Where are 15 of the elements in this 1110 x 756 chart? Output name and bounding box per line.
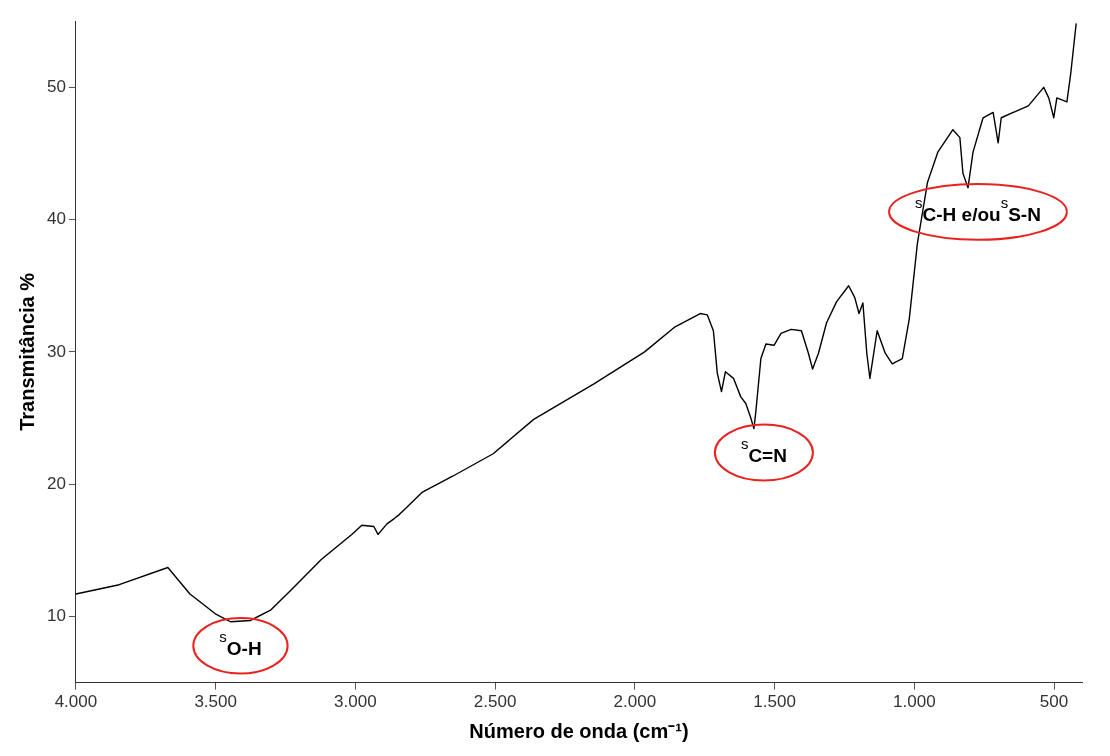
- y-tick-label: 40: [46, 209, 66, 229]
- y-axis-title: Transmitância %: [15, 272, 38, 431]
- y-tick-label: 50: [46, 77, 66, 97]
- y-tick-label: 20: [46, 473, 66, 493]
- x-tick-label: 1.000: [893, 692, 936, 712]
- x-axis-title: Número de onda (cm⁻¹): [469, 719, 689, 742]
- x-tick-label: 1.500: [753, 692, 796, 712]
- y-tick-label: 30: [46, 341, 66, 361]
- x-tick-label: 3.500: [194, 692, 237, 712]
- y-tick-label: 10: [46, 606, 66, 626]
- x-tick-label: 4.000: [54, 692, 98, 712]
- x-tick-label: 500: [1039, 692, 1069, 712]
- x-tick-label: 2.500: [473, 692, 517, 712]
- x-tick-label: 2.000: [613, 692, 657, 712]
- x-tick-label: 3.000: [334, 692, 377, 712]
